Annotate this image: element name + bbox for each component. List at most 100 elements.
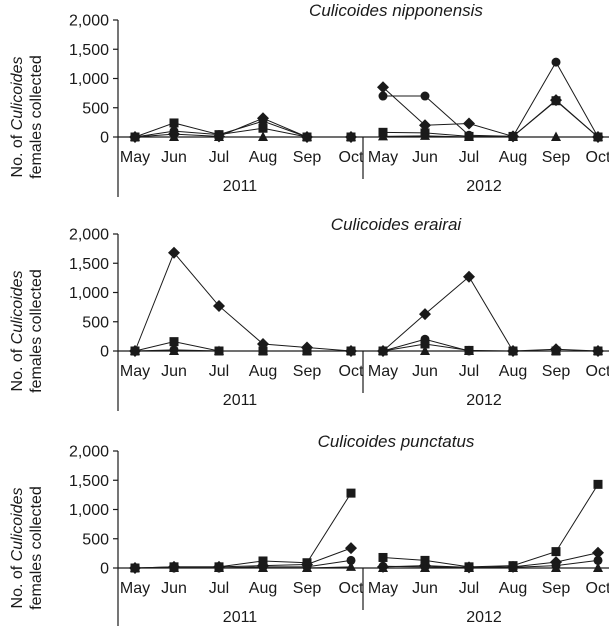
x-tick-label: Jul xyxy=(459,363,479,380)
year-label: 2012 xyxy=(466,392,502,409)
marker-triangle xyxy=(508,131,518,141)
marker-triangle xyxy=(378,130,388,141)
y-axis-label-line2: females collected xyxy=(28,269,45,393)
x-tick-label: Oct xyxy=(586,580,609,597)
marker-triangle xyxy=(258,131,268,141)
marker-triangle xyxy=(551,345,561,355)
marker-triangle xyxy=(464,345,474,355)
marker-square xyxy=(593,479,603,489)
year-label: 2012 xyxy=(466,609,502,626)
x-tick-label: May xyxy=(368,149,398,166)
y-axis-label-prefix: No. of xyxy=(9,130,26,177)
x-tick-label: Jun xyxy=(161,580,187,597)
series-line-diamond-2012 xyxy=(382,86,599,138)
y-axis-label-prefix: No. of xyxy=(9,344,26,391)
x-tick-label: Aug xyxy=(249,149,277,166)
marker-triangle xyxy=(378,345,388,355)
series-square xyxy=(130,479,603,573)
marker-diamond xyxy=(419,308,431,321)
marker-triangle xyxy=(130,131,140,141)
x-tick-label: Sep xyxy=(293,363,322,380)
marker-diamond xyxy=(419,119,431,132)
marker-triangle xyxy=(593,345,603,355)
y-tick-label: 1,500 xyxy=(69,256,109,273)
x-tick-label: Aug xyxy=(499,580,527,597)
marker-square xyxy=(420,555,430,565)
y-axis-label-line1: No. of Culicoides xyxy=(9,271,26,392)
series-line-diamond-2012 xyxy=(382,275,599,352)
marker-triangle xyxy=(420,130,430,140)
series-triangle xyxy=(130,345,603,355)
y-axis-label-line1: No. of Culicoides xyxy=(9,57,26,178)
y-tick-label: 1,500 xyxy=(69,42,109,59)
x-tick-label: Aug xyxy=(499,363,527,380)
marker-triangle xyxy=(551,562,561,572)
chart-panel-2: Culicoides erairai No. of Culicoides femal… xyxy=(9,215,609,411)
y-tick-label: 500 xyxy=(82,531,109,548)
series-square xyxy=(130,337,603,356)
marker-diamond xyxy=(168,246,180,259)
series-line-triangle-2011 xyxy=(135,566,352,569)
y-tick-label: 500 xyxy=(82,314,109,331)
x-tick-label: Oct xyxy=(339,580,364,597)
y-tick-label: 1,000 xyxy=(69,285,109,302)
series-triangle xyxy=(130,561,603,572)
chart-panel-1: Culicoides nipponensis No. of Culicoides f… xyxy=(9,1,609,197)
y-tick-label: 2,000 xyxy=(69,444,109,461)
y-axis-label: No. of Culicoides females collected xyxy=(9,486,45,610)
y-axis-label-genus: Culicoides xyxy=(9,57,26,131)
x-tick-label: Aug xyxy=(249,363,277,380)
y-axis-label-line2: females collected xyxy=(28,55,45,179)
series-diamond xyxy=(129,542,604,574)
x-tick-label: Sep xyxy=(542,580,571,597)
marker-square xyxy=(258,123,268,133)
x-tick-label: May xyxy=(120,149,150,166)
marker-triangle xyxy=(258,345,268,355)
marker-triangle xyxy=(302,345,312,355)
x-tick-label: Jul xyxy=(459,149,479,166)
marker-triangle xyxy=(346,561,356,571)
marker-triangle xyxy=(464,131,474,141)
marker-square xyxy=(378,552,388,562)
series-line-circle-2012 xyxy=(382,559,599,568)
panel-title: Culicoides erairai xyxy=(331,215,463,234)
y-tick-label: 1,500 xyxy=(69,473,109,490)
year-label: 2011 xyxy=(223,392,258,409)
marker-triangle xyxy=(302,562,312,572)
panel-title: Culicoides punctatus xyxy=(318,432,475,451)
y-axis-label: No. of Culicoides females collected xyxy=(9,55,45,179)
x-tick-label: Oct xyxy=(339,363,364,380)
marker-square xyxy=(551,547,561,557)
marker-square xyxy=(169,337,179,347)
marker-circle xyxy=(551,57,561,67)
y-tick-label: 2,000 xyxy=(69,227,109,244)
marker-diamond xyxy=(345,542,357,555)
x-tick-label: Jun xyxy=(161,363,187,380)
series-line-square-2011 xyxy=(134,492,352,569)
y-tick-label: 500 xyxy=(82,100,109,117)
marker-triangle xyxy=(420,345,430,355)
y-axis-label-line2: females collected xyxy=(28,486,45,610)
series-diamond xyxy=(129,246,604,357)
y-axis-label-prefix: No. of xyxy=(9,561,26,608)
marker-square xyxy=(420,339,430,349)
x-tick-label: Jul xyxy=(209,580,229,597)
marker-triangle xyxy=(346,345,356,355)
series-circle xyxy=(130,555,603,573)
marker-circle xyxy=(420,91,430,101)
marker-diamond xyxy=(463,117,475,130)
x-tick-label: Oct xyxy=(586,363,609,380)
x-tick-label: Aug xyxy=(249,580,277,597)
marker-triangle xyxy=(593,562,603,572)
marker-diamond xyxy=(463,270,475,283)
marker-triangle xyxy=(464,562,474,572)
marker-triangle xyxy=(169,131,179,141)
y-axis-label: No. of Culicoides females collected xyxy=(9,269,45,393)
marker-triangle xyxy=(214,562,224,572)
y-tick-label: 2,000 xyxy=(69,13,109,30)
marker-triangle xyxy=(214,131,224,141)
marker-circle xyxy=(346,555,356,565)
series-line-square-2012 xyxy=(382,100,599,138)
marker-triangle xyxy=(130,562,140,572)
x-tick-label: May xyxy=(368,363,398,380)
